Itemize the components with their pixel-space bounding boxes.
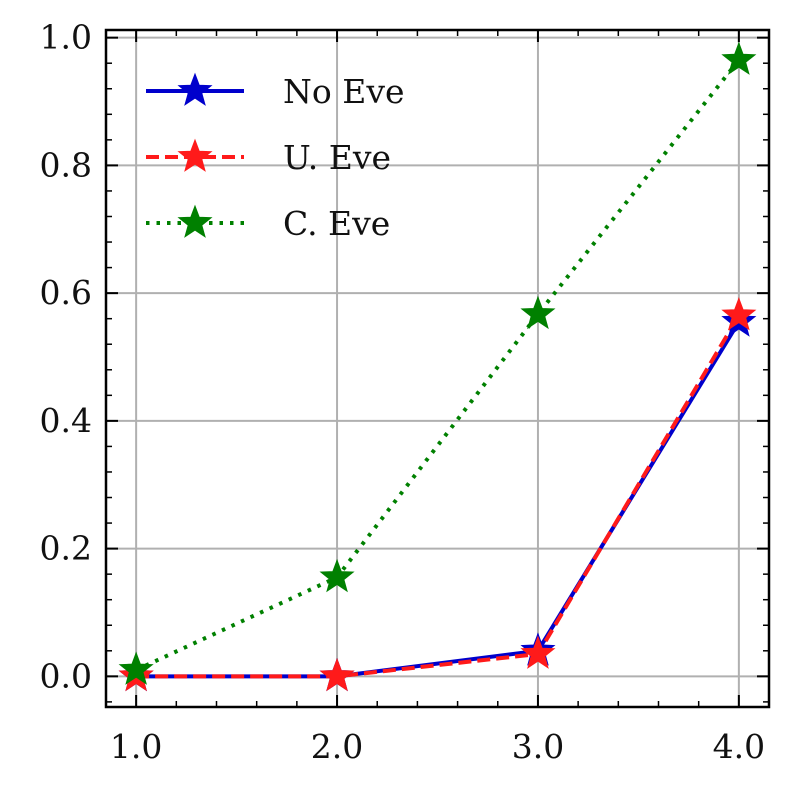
- data-point-u-eve-2: [520, 635, 556, 669]
- x-tick-label-3: 4.0: [713, 727, 765, 766]
- y-tick-label-5: 1.0: [40, 18, 92, 57]
- plot-frame: [104, 28, 771, 709]
- y-tick-label-2: 0.4: [40, 401, 92, 440]
- x-tick-label-0: 1.0: [110, 727, 162, 766]
- data-point-c-eve-1: [319, 558, 355, 593]
- y-tick-label-0: 0.0: [40, 656, 92, 695]
- series-line-c-eve: [135, 58, 741, 672]
- tick-labels: 1.0 2.0 3.0 4.0 0.0 0.2 0.4 0.6 0.8 1.0: [40, 18, 766, 766]
- series-lines: [135, 58, 741, 679]
- data-point-c-eve-3: [721, 41, 757, 75]
- series-markers: [118, 41, 757, 692]
- legend-label-c-eve: C. Eve: [283, 204, 390, 243]
- grid-lines: [106, 30, 769, 707]
- series-line-u-eve: [136, 314, 741, 679]
- legend-marker-c-eve: [177, 204, 213, 238]
- legend-label-no-eve: No Eve: [283, 72, 405, 111]
- x-tick-label-2: 3.0: [512, 727, 564, 766]
- y-tick-label-1: 0.2: [40, 529, 92, 568]
- data-point-c-eve-2: [520, 295, 556, 330]
- y-tick-label-4: 0.8: [40, 145, 92, 184]
- x-tick-label-1: 2.0: [311, 727, 363, 766]
- legend-label-u-eve: U. Eve: [283, 138, 391, 177]
- data-point-u-eve-1: [319, 657, 355, 692]
- legend: No Eve U. Eve C. Eve: [146, 72, 405, 243]
- legend-marker-u-eve: [177, 138, 213, 172]
- axis-ticks: [106, 30, 769, 707]
- data-point-u-eve-3: [721, 297, 757, 331]
- y-tick-label-3: 0.6: [40, 273, 92, 312]
- data-point-c-eve-0: [118, 651, 154, 685]
- legend-marker-no-eve: [177, 72, 213, 106]
- series-line-no-eve: [136, 320, 741, 679]
